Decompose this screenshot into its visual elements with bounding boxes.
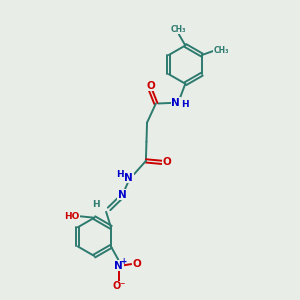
Text: H: H bbox=[92, 200, 100, 209]
Text: +: + bbox=[120, 257, 126, 266]
Text: H: H bbox=[181, 100, 188, 109]
Text: HO: HO bbox=[64, 212, 80, 221]
Text: N: N bbox=[118, 190, 127, 200]
Text: CH₃: CH₃ bbox=[213, 46, 229, 55]
Text: O⁻: O⁻ bbox=[112, 281, 126, 291]
Text: N: N bbox=[171, 98, 180, 108]
Text: CH₃: CH₃ bbox=[171, 25, 187, 34]
Text: H: H bbox=[116, 169, 124, 178]
Text: O: O bbox=[146, 81, 155, 91]
Text: N: N bbox=[115, 261, 123, 271]
Text: O: O bbox=[132, 259, 141, 269]
Text: N: N bbox=[124, 173, 133, 183]
Text: O: O bbox=[163, 158, 172, 167]
